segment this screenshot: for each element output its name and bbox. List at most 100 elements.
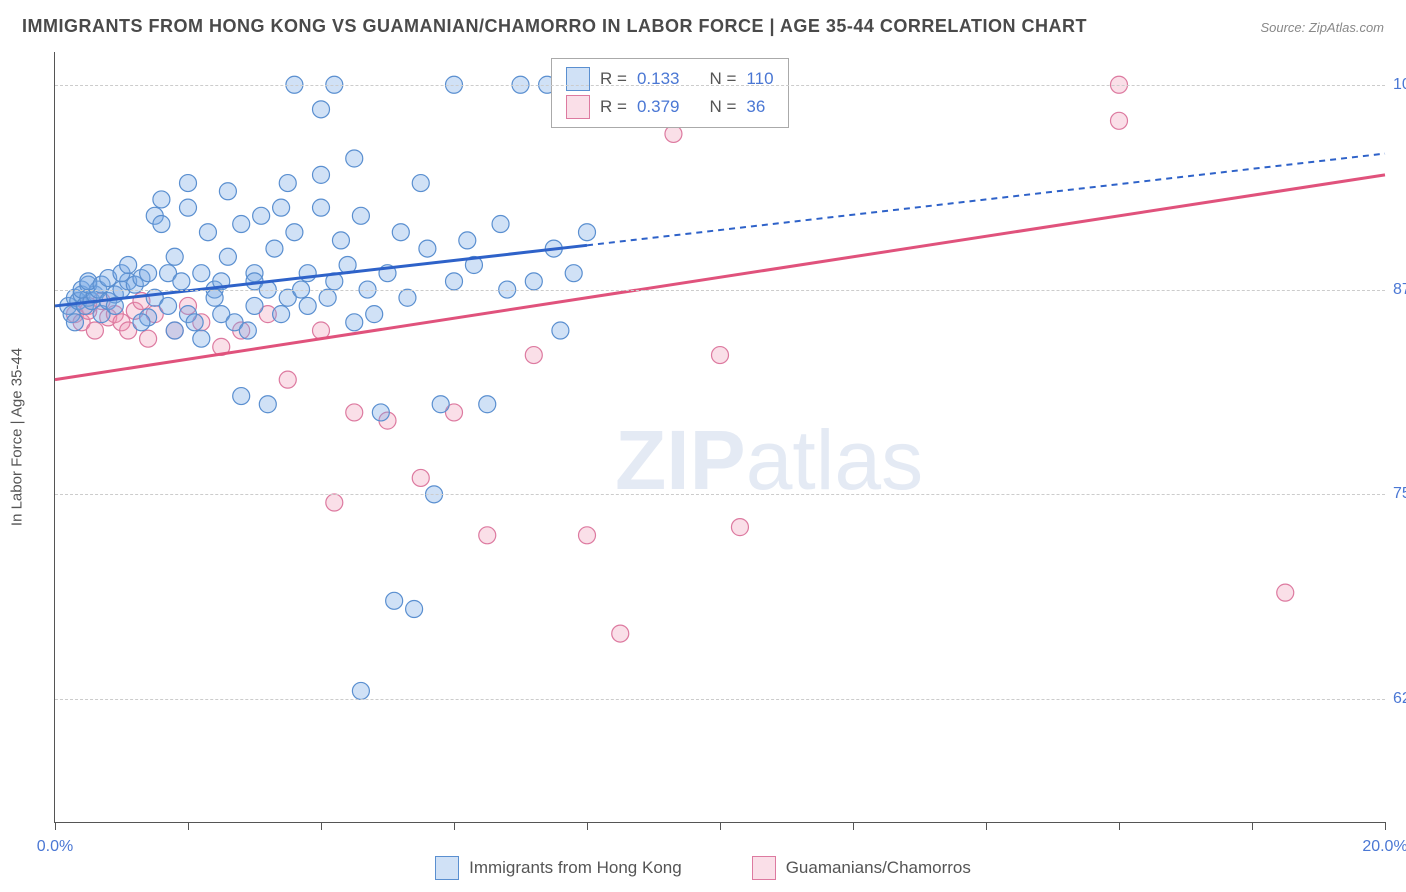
scatter-point-hk bbox=[173, 273, 190, 290]
scatter-point-hk bbox=[259, 396, 276, 413]
gridline bbox=[55, 699, 1385, 700]
scatter-point-hk bbox=[279, 175, 296, 192]
scatter-point-hk bbox=[286, 224, 303, 241]
scatter-point-hk bbox=[386, 592, 403, 609]
scatter-point-hk bbox=[166, 248, 183, 265]
n-value-gc: 36 bbox=[746, 97, 765, 117]
x-tick bbox=[188, 822, 189, 830]
legend-label-hk: Immigrants from Hong Kong bbox=[469, 858, 682, 878]
scatter-point-hk bbox=[406, 601, 423, 618]
scatter-point-hk bbox=[166, 322, 183, 339]
x-tick bbox=[720, 822, 721, 830]
legend-row-hk: R = 0.133 N = 110 bbox=[566, 65, 774, 93]
scatter-point-hk bbox=[273, 306, 290, 323]
swatch-gc-bottom bbox=[752, 856, 776, 880]
chart-svg bbox=[55, 52, 1385, 822]
n-label: N = bbox=[709, 97, 736, 117]
chart-title: IMMIGRANTS FROM HONG KONG VS GUAMANIAN/C… bbox=[22, 16, 1087, 37]
gridline bbox=[55, 85, 1385, 86]
scatter-point-hk bbox=[459, 232, 476, 249]
y-tick-label: 100.0% bbox=[1393, 76, 1406, 94]
scatter-point-hk bbox=[193, 265, 210, 282]
scatter-point-hk bbox=[412, 175, 429, 192]
scatter-point-gc bbox=[140, 330, 157, 347]
scatter-point-hk bbox=[133, 314, 150, 331]
scatter-point-hk bbox=[153, 191, 170, 208]
scatter-point-hk bbox=[233, 216, 250, 233]
scatter-point-hk bbox=[552, 322, 569, 339]
x-tick bbox=[454, 822, 455, 830]
x-tick bbox=[55, 822, 56, 830]
scatter-point-gc bbox=[712, 347, 729, 364]
scatter-point-hk bbox=[206, 289, 223, 306]
r-value-hk: 0.133 bbox=[637, 69, 680, 89]
y-tick-label: 87.5% bbox=[1393, 281, 1406, 299]
r-label: R = bbox=[600, 97, 627, 117]
legend-row-gc: R = 0.379 N = 36 bbox=[566, 93, 774, 121]
scatter-point-hk bbox=[160, 297, 177, 314]
scatter-point-hk bbox=[239, 322, 256, 339]
scatter-point-hk bbox=[153, 216, 170, 233]
x-tick bbox=[986, 822, 987, 830]
x-tick bbox=[1385, 822, 1386, 830]
scatter-point-hk bbox=[253, 207, 270, 224]
scatter-point-gc bbox=[1111, 112, 1128, 129]
scatter-point-hk bbox=[392, 224, 409, 241]
r-label: R = bbox=[600, 69, 627, 89]
scatter-point-hk bbox=[346, 314, 363, 331]
scatter-point-gc bbox=[731, 519, 748, 536]
scatter-point-hk bbox=[219, 183, 236, 200]
scatter-point-hk bbox=[432, 396, 449, 413]
scatter-point-hk bbox=[579, 224, 596, 241]
scatter-point-hk bbox=[372, 404, 389, 421]
scatter-point-hk bbox=[352, 207, 369, 224]
scatter-point-hk bbox=[120, 256, 137, 273]
scatter-point-hk bbox=[366, 306, 383, 323]
regression-line-dashed-hk bbox=[587, 154, 1385, 246]
x-tick bbox=[321, 822, 322, 830]
scatter-point-hk bbox=[346, 150, 363, 167]
scatter-point-hk bbox=[479, 396, 496, 413]
legend-item-hk: Immigrants from Hong Kong bbox=[435, 856, 682, 880]
r-value-gc: 0.379 bbox=[637, 97, 680, 117]
scatter-point-hk bbox=[352, 682, 369, 699]
scatter-point-gc bbox=[1277, 584, 1294, 601]
scatter-point-hk bbox=[565, 265, 582, 282]
scatter-point-hk bbox=[219, 248, 236, 265]
x-tick bbox=[1252, 822, 1253, 830]
scatter-point-hk bbox=[266, 240, 283, 257]
scatter-point-hk bbox=[186, 314, 203, 331]
scatter-point-hk bbox=[180, 175, 197, 192]
scatter-point-gc bbox=[86, 322, 103, 339]
legend-item-gc: Guamanians/Chamorros bbox=[752, 856, 971, 880]
scatter-point-gc bbox=[525, 347, 542, 364]
x-tick bbox=[853, 822, 854, 830]
scatter-point-hk bbox=[419, 240, 436, 257]
swatch-hk bbox=[566, 67, 590, 91]
legend-label-gc: Guamanians/Chamorros bbox=[786, 858, 971, 878]
y-tick-label: 75.0% bbox=[1393, 485, 1406, 503]
gridline bbox=[55, 494, 1385, 495]
scatter-point-hk bbox=[332, 232, 349, 249]
scatter-point-hk bbox=[140, 265, 157, 282]
scatter-point-gc bbox=[346, 404, 363, 421]
x-tick-label-left: 0.0% bbox=[37, 838, 73, 856]
scatter-point-gc bbox=[412, 469, 429, 486]
scatter-point-gc bbox=[326, 494, 343, 511]
scatter-point-hk bbox=[525, 273, 542, 290]
x-tick bbox=[1119, 822, 1120, 830]
source-attribution: Source: ZipAtlas.com bbox=[1260, 20, 1384, 35]
scatter-point-hk bbox=[233, 388, 250, 405]
x-tick-label-right: 20.0% bbox=[1362, 838, 1406, 856]
scatter-point-hk bbox=[492, 216, 509, 233]
x-tick bbox=[587, 822, 588, 830]
scatter-point-hk bbox=[199, 224, 216, 241]
scatter-point-gc bbox=[479, 527, 496, 544]
scatter-point-gc bbox=[279, 371, 296, 388]
gridline bbox=[55, 290, 1385, 291]
scatter-point-hk bbox=[193, 330, 210, 347]
y-axis-title: In Labor Force | Age 35-44 bbox=[9, 348, 26, 526]
scatter-point-hk bbox=[66, 314, 83, 331]
scatter-point-hk bbox=[313, 199, 330, 216]
n-value-hk: 110 bbox=[746, 69, 773, 89]
